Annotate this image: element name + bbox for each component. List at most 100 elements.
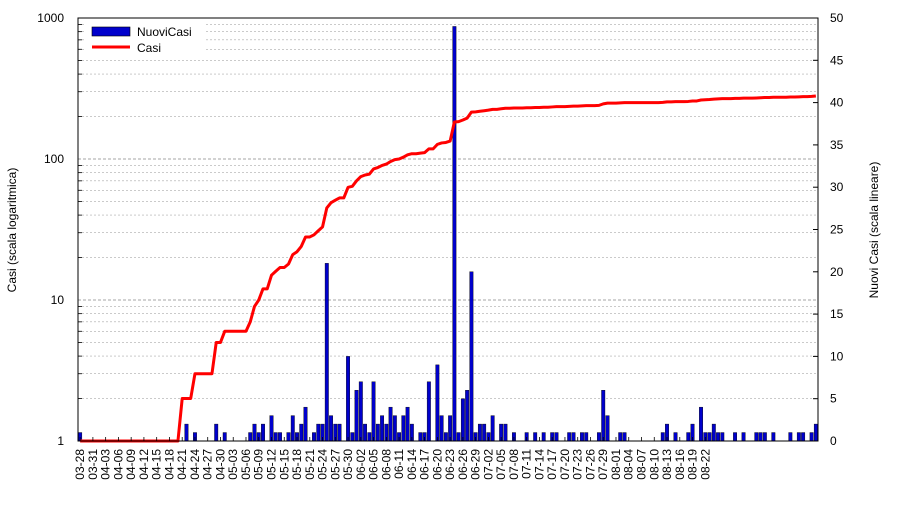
bar	[469, 271, 474, 442]
x-tick-label: 05-15	[277, 449, 291, 480]
x-tick-label: 08-04	[622, 449, 636, 480]
grid-lines	[78, 17, 818, 442]
x-tick-label: 04-18	[162, 449, 176, 480]
right-tick-label: 15	[830, 307, 844, 321]
right-tick-label: 25	[830, 223, 844, 237]
bar	[733, 432, 737, 442]
bar	[618, 432, 623, 442]
legend: NuoviCasi Casi	[84, 22, 204, 58]
x-tick-label: 04-27	[201, 449, 215, 480]
x-tick-label: 06-05	[367, 449, 381, 480]
bar	[597, 432, 601, 442]
bar	[426, 381, 431, 442]
bar	[346, 356, 350, 442]
cases-line	[80, 94, 817, 443]
bar	[541, 432, 546, 442]
x-tick-label: 06-26	[456, 449, 470, 480]
bar	[375, 423, 380, 442]
bar	[363, 423, 367, 442]
x-tick-label: 06-29	[469, 449, 483, 480]
bar	[316, 423, 321, 442]
x-tick-label: 08-01	[609, 449, 623, 480]
x-tick-label: 05-30	[341, 449, 355, 480]
x-tick-label: 06-20	[430, 449, 444, 480]
x-tick-label: 07-08	[507, 449, 521, 480]
x-tick-label: 06-08	[379, 449, 393, 480]
bar	[771, 432, 776, 442]
bar	[299, 423, 304, 442]
bar	[303, 406, 308, 442]
right-tick-label: 40	[830, 96, 844, 110]
bar	[601, 390, 606, 442]
bar	[707, 432, 712, 442]
right-tick-label: 20	[830, 265, 844, 279]
right-tick-label: 45	[830, 53, 844, 67]
bar	[762, 432, 767, 442]
bar	[443, 432, 448, 442]
bar	[286, 432, 291, 442]
legend-label-bar: NuoviCasi	[137, 25, 192, 39]
x-tick-label: 07-11	[520, 449, 534, 479]
bar	[533, 432, 538, 442]
bar	[388, 406, 393, 442]
bar	[754, 432, 759, 442]
bar	[337, 423, 342, 442]
legend-label-line: Casi	[137, 41, 161, 55]
bar	[273, 432, 278, 442]
bar	[456, 432, 461, 442]
bar	[329, 415, 333, 442]
x-tick-label: 06-23	[443, 449, 457, 480]
x-tick-label: 08-22	[698, 449, 712, 480]
bar	[584, 432, 589, 442]
bar	[716, 432, 720, 442]
bar	[452, 26, 457, 442]
bar	[796, 432, 801, 442]
right-axis-label: Nuovi Casi (scala lineare)	[867, 162, 881, 299]
line-series	[80, 94, 817, 443]
x-tick-label: 04-24	[188, 449, 202, 480]
x-tick-label: 05-18	[290, 449, 304, 480]
bar	[605, 415, 610, 442]
bar	[503, 423, 508, 442]
right-tick-label: 10	[830, 349, 844, 363]
bar	[699, 406, 703, 442]
x-tick-label: 06-17	[418, 449, 432, 480]
bar	[439, 415, 444, 442]
bar	[252, 423, 257, 442]
left-axis-label: Casi (scala logaritmica)	[5, 168, 19, 293]
x-tick-label: 04-03	[99, 449, 113, 480]
x-tick-label: 03-28	[73, 449, 87, 480]
x-tick-label: 05-06	[239, 449, 253, 480]
bar	[801, 432, 806, 442]
left-tick-label: 10	[51, 293, 65, 307]
bar	[758, 432, 763, 442]
bar	[741, 432, 746, 442]
x-tick-label: 05-21	[303, 449, 317, 480]
bar	[350, 432, 355, 442]
bar	[354, 390, 359, 442]
bar	[622, 432, 627, 442]
x-tick-label: 04-09	[124, 449, 138, 480]
x-tick-label: 03-31	[86, 449, 100, 480]
right-tick-label: 50	[830, 11, 844, 25]
bar	[184, 423, 189, 442]
bar	[571, 432, 576, 442]
bar	[435, 364, 440, 442]
x-tick-label: 07-23	[571, 449, 585, 480]
left-tick-label: 100	[44, 152, 64, 166]
bar	[567, 432, 572, 442]
left-tick-label: 1	[57, 434, 64, 448]
x-tick-label: 08-10	[647, 449, 661, 480]
bar	[554, 432, 559, 442]
bar	[278, 432, 282, 442]
bar	[418, 432, 423, 442]
x-tick-label: 08-16	[673, 449, 687, 480]
x-tick-label: 07-20	[558, 449, 572, 480]
x-tick-label: 04-21	[175, 449, 189, 480]
bar	[248, 432, 253, 442]
x-tick-label: 05-12	[265, 449, 279, 480]
x-tick-label: 05-27	[328, 449, 342, 480]
bar	[261, 423, 265, 442]
left-tick-label: 1000	[37, 11, 64, 25]
